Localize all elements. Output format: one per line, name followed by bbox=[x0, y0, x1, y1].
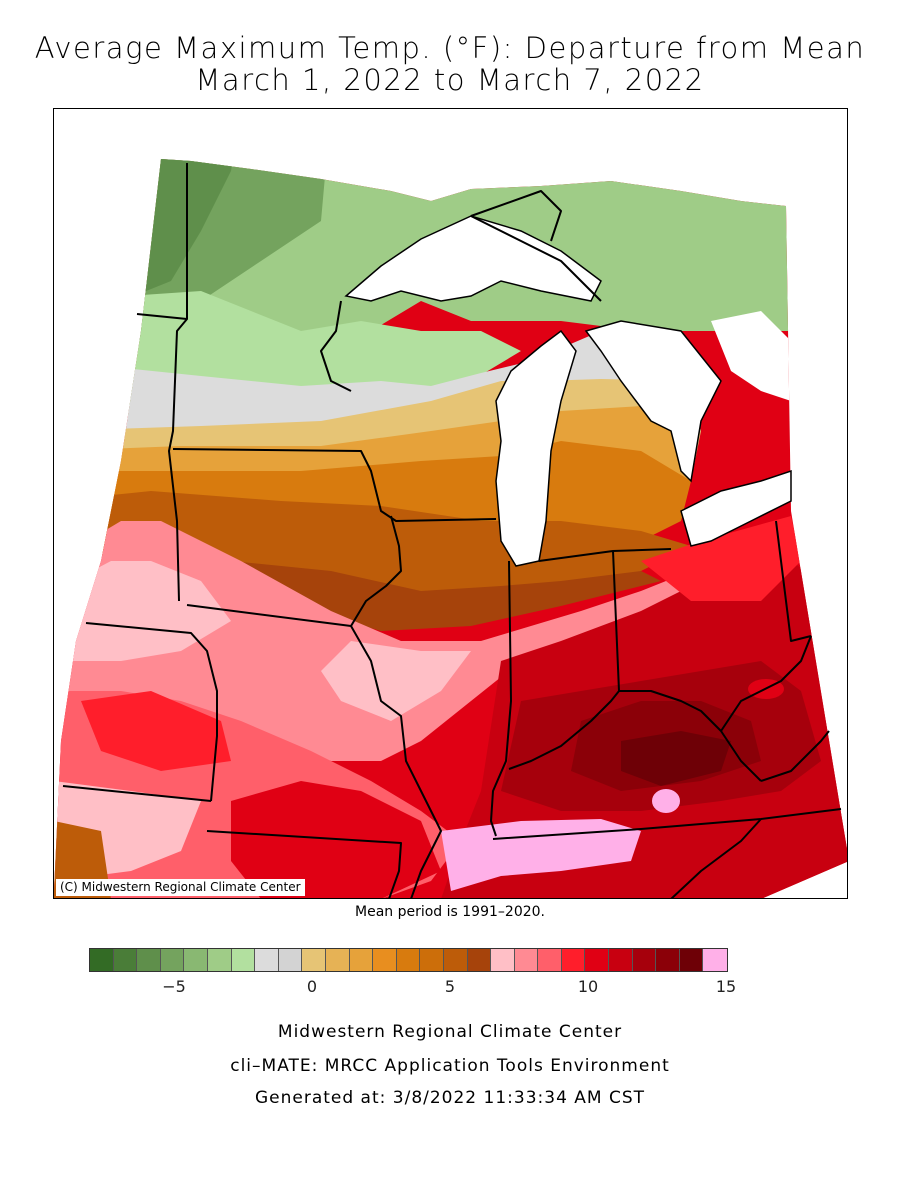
legend-swatch bbox=[160, 949, 185, 971]
legend-tick-label: 5 bbox=[444, 977, 456, 996]
legend-swatch bbox=[703, 949, 728, 971]
legend-swatch bbox=[443, 949, 468, 971]
legend-swatch bbox=[632, 949, 657, 971]
footer-generated-time: Generated at: 3/8/2022 11:33:34 AM CST bbox=[254, 1088, 646, 1108]
footer-organization: Midwestern Regional Climate Center bbox=[277, 1022, 623, 1042]
legend-swatch bbox=[90, 949, 114, 971]
legend-swatch bbox=[207, 949, 232, 971]
map-canvas bbox=[54, 159, 847, 898]
legend-swatch bbox=[137, 949, 161, 971]
legend-tick-label: 15 bbox=[715, 977, 737, 996]
legend-tick-label: 0 bbox=[306, 977, 318, 996]
legend-swatch bbox=[184, 949, 208, 971]
color-scale-legend bbox=[89, 948, 729, 972]
legend-tick-label: 10 bbox=[577, 977, 599, 996]
legend-swatch bbox=[255, 949, 279, 971]
legend-swatch bbox=[679, 949, 704, 971]
legend-swatch bbox=[656, 949, 680, 971]
mean-period-note: Mean period is 1991–2020. bbox=[355, 904, 545, 920]
footer-tool-name: cli–MATE: MRCC Application Tools Environ… bbox=[230, 1056, 670, 1076]
state-boundaries bbox=[62, 163, 842, 898]
legend-swatch bbox=[396, 949, 421, 971]
legend-swatch bbox=[113, 949, 138, 971]
lake-outlines bbox=[344, 215, 792, 567]
temperature-contours bbox=[54, 159, 847, 898]
legend-swatch bbox=[609, 949, 633, 971]
legend-swatch bbox=[302, 949, 326, 971]
legend-swatch bbox=[231, 949, 256, 971]
temperature-departure-map bbox=[53, 108, 848, 899]
legend-swatch bbox=[420, 949, 444, 971]
legend-tick-label: −5 bbox=[162, 977, 186, 996]
map-title: Average Maximum Temp. (°F): Departure fr… bbox=[34, 31, 866, 65]
legend-swatch bbox=[561, 949, 586, 971]
legend-swatch bbox=[467, 949, 492, 971]
legend-swatch bbox=[278, 949, 303, 971]
legend-swatch bbox=[325, 949, 350, 971]
map-date-range: March 1, 2022 to March 7, 2022 bbox=[195, 63, 705, 97]
legend-swatch bbox=[585, 949, 610, 971]
legend-swatch bbox=[373, 949, 397, 971]
copyright-label: (C) Midwestern Regional Climate Center bbox=[56, 879, 305, 896]
legend-swatch bbox=[538, 949, 562, 971]
legend-swatch bbox=[491, 949, 515, 971]
legend-swatch bbox=[514, 949, 539, 971]
legend-swatch bbox=[349, 949, 374, 971]
